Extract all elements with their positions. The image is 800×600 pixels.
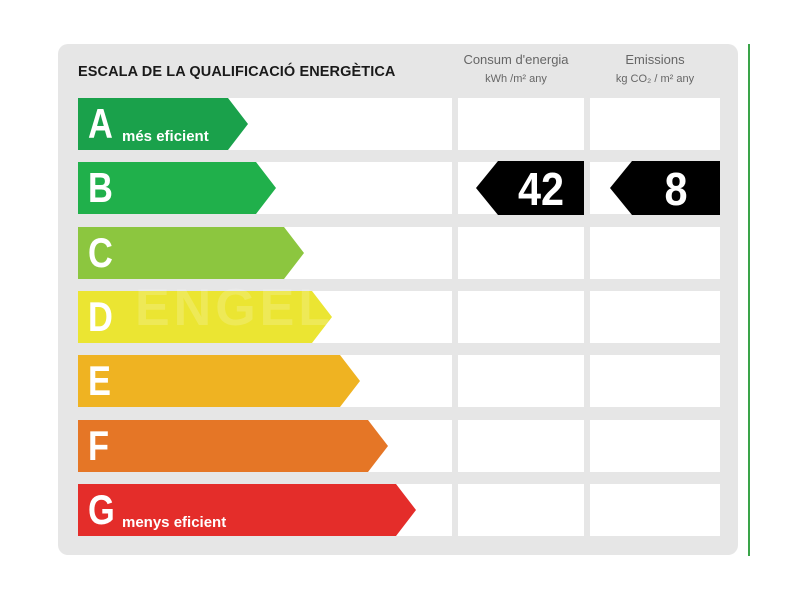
emissions-cell-c [590, 227, 720, 279]
emissions-result-badge: 8 [610, 161, 720, 215]
rating-letter: A [88, 100, 113, 147]
rating-bar-f: F [78, 420, 388, 472]
rating-arrow-shape [78, 484, 416, 536]
consum-cell-g [458, 484, 584, 536]
consum-result-badge-value: 42 [517, 163, 565, 215]
rating-letter: F [88, 422, 110, 469]
consum-column-header: Consum d'energia kWh /m² any [456, 52, 576, 87]
consum-label: Consum d'energia [463, 52, 569, 67]
emissions-cell-d [590, 291, 720, 343]
rating-arrow-shape [78, 227, 304, 279]
page-title: ESCALA DE LA QUALIFICACIÓ ENERGÈTICA [78, 64, 396, 80]
consum-unit: kWh /m² any [485, 73, 547, 85]
emissions-cell-g [590, 484, 720, 536]
rating-letter: E [88, 357, 111, 404]
rating-arrow-shape [78, 162, 276, 214]
rating-arrow-shape [78, 355, 360, 407]
consum-result-badge: 42 [476, 161, 584, 215]
badge-arrow-shape [610, 161, 720, 215]
consum-cell-c [458, 227, 584, 279]
rating-arrow-shape [78, 420, 388, 472]
divider-line [748, 44, 750, 556]
consum-cell-d [458, 291, 584, 343]
rating-arrow-shape [78, 291, 332, 343]
emissions-cell-f [590, 420, 720, 472]
rating-caption: menys eficient [122, 514, 227, 531]
emissions-result-badge-value: 8 [664, 163, 688, 215]
consum-cell-a [458, 98, 584, 150]
rating-letter: C [88, 229, 113, 276]
emissions-column-header: Emissions kg CO₂ / m² any [590, 52, 720, 87]
emissions-label: Emissions [625, 52, 685, 67]
rating-bar-e: E [78, 355, 360, 407]
consum-cell-f [458, 420, 584, 472]
emissions-unit: kg CO₂ / m² any [615, 73, 695, 85]
rating-arrow-shape [78, 98, 248, 150]
emissions-cell-e [590, 355, 720, 407]
consum-cell-e [458, 355, 584, 407]
rating-letter: B [88, 164, 113, 211]
rating-bar-d: D [78, 291, 332, 343]
rating-letter: G [88, 486, 115, 533]
rating-caption: més eficient [122, 128, 209, 145]
rating-letter: D [88, 293, 113, 340]
emissions-cell-a [590, 98, 720, 150]
rating-bar-c: C [78, 227, 304, 279]
rating-bar-b: B [78, 162, 276, 214]
badge-arrow-shape [476, 161, 584, 215]
